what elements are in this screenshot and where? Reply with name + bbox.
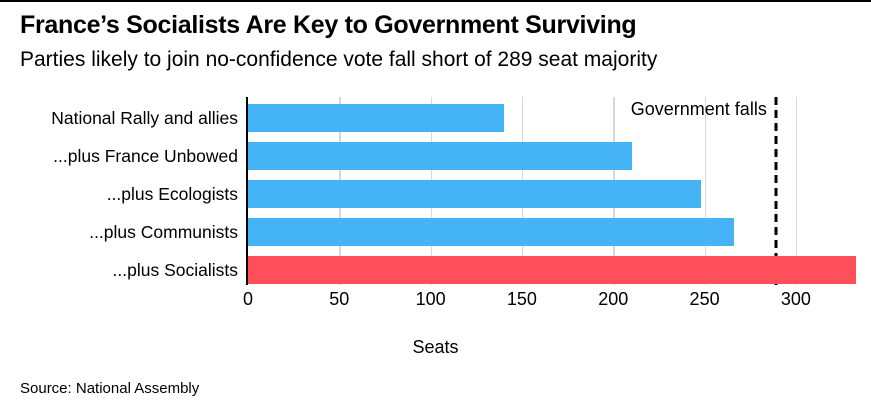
x-tick-label: 200 [598,289,629,309]
chart-title: France’s Socialists Are Key to Governmen… [20,11,637,39]
bar [248,104,504,132]
x-tick-label: 50 [329,289,350,309]
x-tick-label: 250 [689,289,720,309]
category-label: National Rally and allies [51,108,238,128]
category-label: ...plus Socialists [112,260,238,280]
reference-line-label: Government falls [630,99,767,119]
plot-area: Government falls 0 50 100 150 200 250 300 [243,97,858,309]
majority-reference-line [774,97,778,285]
x-axis-title: Seats [412,337,459,357]
bar [248,218,734,246]
bar [248,142,632,170]
source-note: Source: National Assembly [20,380,200,397]
category-label: ...plus France Unbowed [53,146,238,166]
x-tick-label: 0 [242,289,254,309]
bar [248,180,701,208]
gridline [704,97,707,285]
bar [248,256,857,284]
category-label: ...plus Ecologists [106,184,238,204]
top-rule [0,0,871,2]
category-label: ...plus Communists [89,222,238,242]
x-tick-label: 150 [506,289,537,309]
gridline [795,97,798,285]
chart-subtitle: Parties likely to join no-confidence vot… [20,48,658,71]
bar-chart: National Rally and allies ...plus France … [0,97,871,309]
x-tick-label: 100 [415,289,446,309]
x-tick-label: 300 [780,289,811,309]
